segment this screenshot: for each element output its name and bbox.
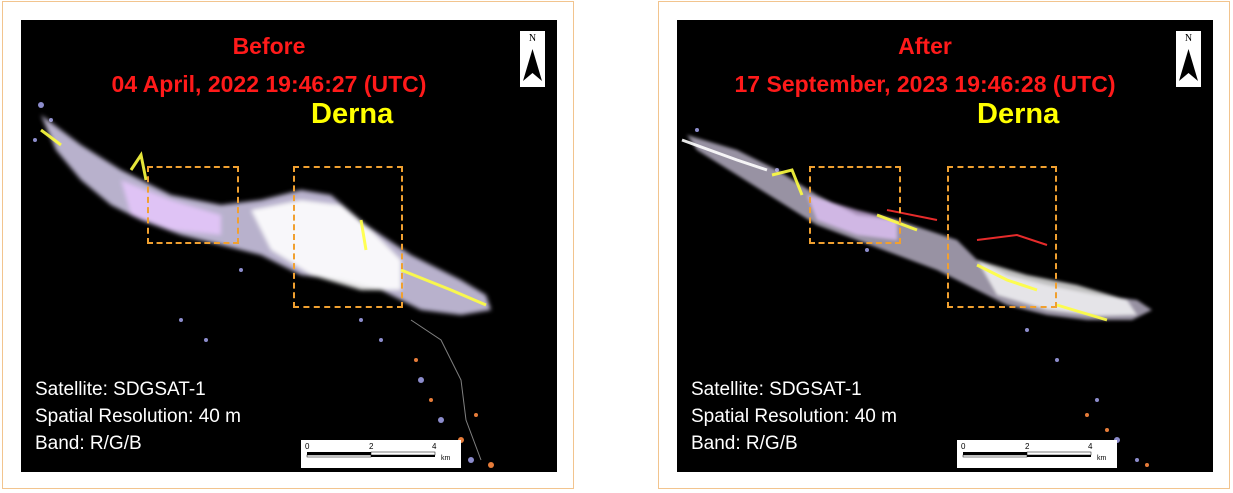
- before-satellite-label: Satellite: SDGSAT-1: [35, 379, 206, 400]
- after-title: After: [898, 33, 952, 59]
- scale-unit: km: [1097, 455, 1107, 462]
- after-datetime: 17 September, 2023 19:46:28 (UTC): [734, 71, 1116, 97]
- after-band-label: Band: R/G/B: [691, 433, 798, 454]
- after-highlight-box-east: [947, 166, 1057, 308]
- after-panel: After 17 September, 2023 19:46:28 (UTC) …: [658, 1, 1230, 489]
- north-label: N: [528, 33, 537, 44]
- before-night-light-image: Before 04 April, 2022 19:46:27 (UTC) Der…: [21, 20, 557, 472]
- after-place-label: Derna: [977, 98, 1060, 130]
- after-satellite-label: Satellite: SDGSAT-1: [691, 379, 862, 400]
- after-scale-bar: 0 2 4 km: [957, 440, 1117, 468]
- scale-tick-0: 0: [305, 442, 310, 451]
- before-panel: Before 04 April, 2022 19:46:27 (UTC) Der…: [2, 1, 574, 489]
- before-north-arrow-icon: N: [519, 30, 546, 88]
- before-place-label: Derna: [311, 98, 394, 130]
- after-resolution-label: Spatial Resolution: 40 m: [691, 406, 897, 427]
- before-highlight-box-east: [293, 166, 403, 308]
- before-band-label: Band: R/G/B: [35, 433, 142, 454]
- scale-tick-0: 0: [961, 442, 966, 451]
- after-highlight-box-west: [809, 166, 901, 244]
- scale-tick-4: 4: [432, 442, 437, 451]
- before-highlight-box-west: [147, 166, 239, 244]
- scale-tick-2: 2: [369, 442, 374, 451]
- scale-tick-2: 2: [1025, 442, 1030, 451]
- before-resolution-label: Spatial Resolution: 40 m: [35, 406, 241, 427]
- scale-tick-4: 4: [1088, 442, 1093, 451]
- north-label: N: [1184, 33, 1193, 44]
- after-night-light-image: After 17 September, 2023 19:46:28 (UTC) …: [677, 20, 1213, 472]
- after-north-arrow-icon: N: [1175, 30, 1202, 88]
- scale-unit: km: [441, 455, 451, 462]
- before-title: Before: [232, 33, 306, 59]
- after-city-lights: [681, 128, 1152, 467]
- before-datetime: 04 April, 2022 19:46:27 (UTC): [111, 71, 427, 97]
- before-scale-bar: 0 2 4 km: [301, 440, 461, 468]
